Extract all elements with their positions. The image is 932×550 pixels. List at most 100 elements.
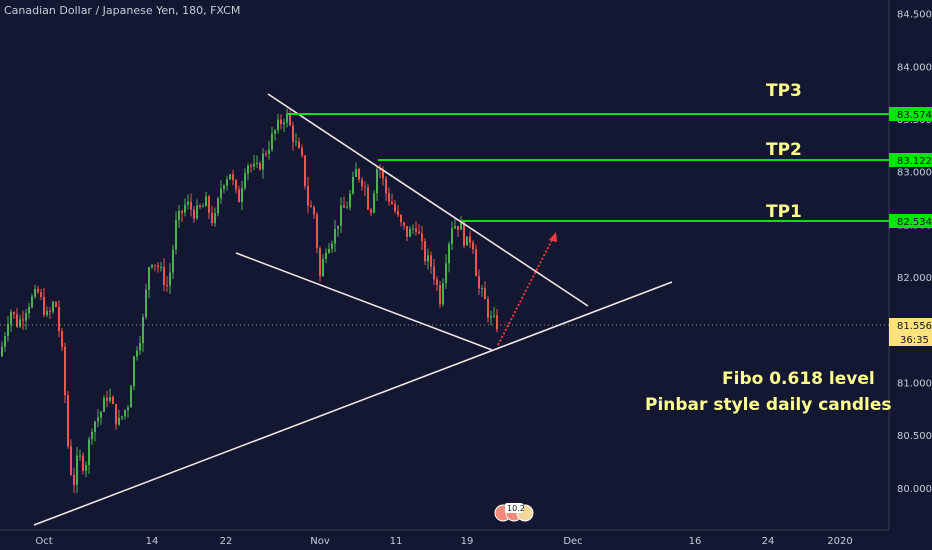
candle-body — [418, 231, 420, 234]
candle-body — [409, 229, 411, 237]
candle-body — [1, 346, 3, 357]
candle-body — [466, 236, 468, 246]
candle-body — [220, 188, 222, 199]
candle-body — [148, 267, 150, 290]
tp3-price-tag: 83.574 — [889, 107, 932, 121]
candle-body — [211, 212, 213, 224]
candle-body — [40, 292, 42, 297]
candle-body — [64, 346, 66, 396]
candle-body — [97, 417, 99, 422]
candle-body — [100, 411, 102, 418]
candle-body — [58, 306, 60, 332]
candle-body — [280, 119, 282, 125]
candle-body — [121, 416, 123, 418]
candle-body — [133, 356, 135, 387]
candle-body — [223, 185, 225, 189]
candle-body — [346, 207, 348, 209]
candle-body — [307, 186, 309, 206]
candle-body — [172, 249, 174, 273]
candle-body — [184, 204, 186, 213]
candle-body — [331, 243, 333, 249]
candle-body — [52, 301, 54, 312]
candle-body — [22, 319, 24, 321]
candle-body — [328, 248, 330, 253]
candle-body — [55, 301, 57, 307]
candle-body — [421, 233, 423, 242]
svg-text:82.534: 82.534 — [897, 217, 932, 228]
time-axis[interactable]: Oct 14 22 Nov 11 19 Dec 16 24 2020 — [35, 536, 852, 547]
x-tick-label: 16 — [689, 536, 702, 547]
candle-body — [250, 165, 252, 167]
lower-channel-line[interactable] — [235, 252, 493, 351]
candle-body — [316, 214, 318, 249]
candle-body — [157, 265, 159, 268]
candle-body — [394, 203, 396, 212]
candle-body — [376, 169, 378, 194]
candle-body — [118, 417, 120, 425]
candle-body — [244, 173, 246, 188]
candle-body — [187, 201, 189, 205]
upper-trendline[interactable] — [267, 93, 589, 307]
candle-body — [451, 228, 453, 244]
rising-support-line[interactable] — [33, 281, 673, 526]
candle-body — [67, 395, 69, 447]
candle-body — [352, 176, 354, 194]
candle-body — [109, 396, 111, 401]
candle-body — [427, 255, 429, 262]
candle-body — [175, 220, 177, 250]
candle-body — [382, 169, 384, 179]
candle-body — [406, 225, 408, 237]
tp2-price-tag: 83.122 — [889, 153, 932, 167]
candle-body — [268, 149, 270, 154]
candle-body — [85, 464, 87, 471]
candle-body — [478, 276, 480, 289]
candle-body — [442, 283, 444, 305]
candle-body — [397, 211, 399, 216]
tp1-price-tag: 82.534 — [889, 214, 932, 228]
events-badge[interactable]: 10.2 — [494, 503, 534, 522]
tp2-label: TP2 — [766, 140, 802, 160]
y-tick-label: 81.000 — [897, 378, 932, 389]
y-tick-label: 80.500 — [897, 431, 932, 442]
candle-body — [43, 296, 45, 315]
y-tick-label: 84.000 — [897, 62, 932, 73]
candle-body — [202, 206, 204, 208]
current-price-tag: 81.556 36:35 — [889, 318, 932, 346]
tp3-label: TP3 — [766, 81, 802, 101]
projection-arrow[interactable] — [497, 232, 557, 346]
candle-body — [490, 316, 492, 318]
candle-body — [70, 446, 72, 475]
candle-body — [37, 288, 39, 293]
svg-text:81.556: 81.556 — [897, 321, 932, 332]
candle-body — [226, 179, 228, 186]
candles-series — [1, 108, 498, 494]
note-fibo-level: Fibo 0.618 level — [722, 369, 875, 389]
candle-body — [193, 209, 195, 219]
candle-body — [247, 165, 249, 174]
candle-body — [136, 350, 138, 357]
candle-body — [289, 113, 291, 126]
candle-body — [448, 243, 450, 264]
svg-text:83.574: 83.574 — [897, 110, 932, 121]
candle-body — [322, 258, 324, 277]
candle-body — [49, 310, 51, 312]
candle-body — [460, 222, 462, 230]
candle-body — [319, 248, 321, 277]
candle-body — [364, 186, 366, 188]
candle-body — [325, 252, 327, 259]
candle-body — [94, 421, 96, 432]
price-axis[interactable]: 84.50084.00083.50083.00082.50082.00081.5… — [897, 10, 932, 495]
candle-body — [103, 397, 105, 412]
x-tick-label: Dec — [563, 536, 582, 547]
candle-body — [433, 266, 435, 280]
candle-body — [457, 225, 459, 230]
candle-body — [436, 279, 438, 286]
candle-body — [19, 319, 21, 327]
candle-body — [445, 263, 447, 284]
x-tick-label: Oct — [35, 536, 52, 547]
y-tick-label: 82.000 — [897, 273, 932, 284]
candle-body — [115, 403, 117, 425]
candle-body — [112, 396, 114, 404]
candle-body — [265, 153, 267, 155]
